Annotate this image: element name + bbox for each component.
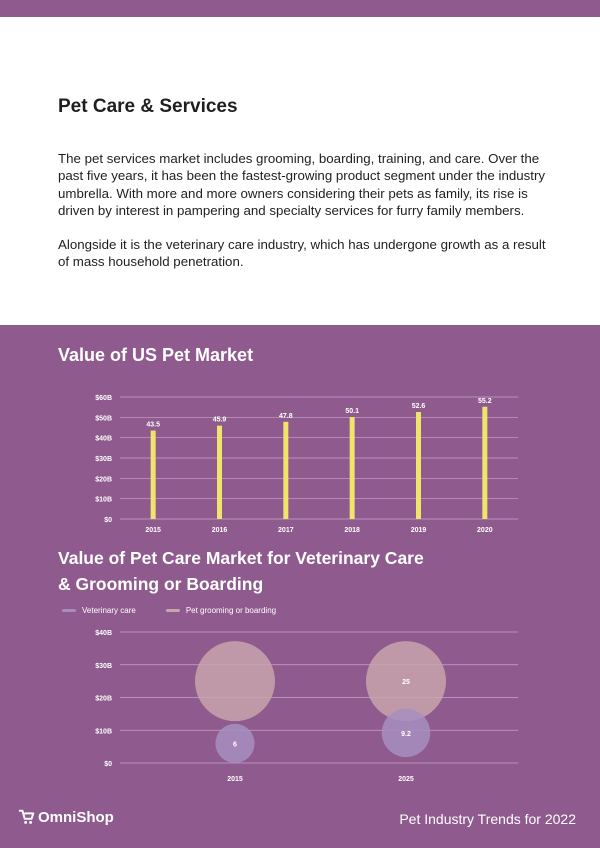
bar [217, 425, 222, 519]
x-tick-label: 2018 [344, 527, 360, 534]
chart-panel: Value of US Pet Market $0 $10B $20B $30B $40… [0, 325, 600, 848]
data-label: 52.6 [412, 403, 426, 410]
data-label: 55.2 [478, 398, 492, 405]
bubble-chart-pet-care-market: $0 $10B $20B $30B $40B 25 6 9.2 2015 2025 [95, 630, 518, 783]
y-tick-label: $60B [95, 395, 112, 402]
footer-title: Pet Industry Trends for 2022 [399, 811, 576, 827]
bubble-label: 9.2 [401, 731, 411, 738]
legend-swatch-grooming [165, 608, 180, 612]
paragraph-1: The pet services market includes groomin… [58, 151, 546, 218]
bar [416, 412, 421, 519]
bubble [195, 641, 275, 722]
shopping-cart-icon [18, 809, 35, 824]
bar [349, 417, 355, 519]
x-tick-label: 2019 [411, 527, 427, 534]
y-tick-label: $30B [95, 663, 112, 670]
bar [283, 421, 289, 519]
bubble [381, 708, 431, 758]
y-tick-label: $30B [95, 456, 112, 463]
bubble-label: 6 [233, 741, 237, 748]
y-tick-label: $10B [95, 497, 112, 504]
data-label: 47.8 [279, 413, 293, 420]
y-tick-label: $50B [95, 415, 112, 422]
y-tick-label: $20B [95, 476, 112, 483]
text-section [0, 17, 600, 325]
bubble [215, 723, 255, 763]
y-tick-label: $40B [95, 436, 112, 443]
section-title: Pet Care & Services [58, 96, 238, 117]
x-tick-label: 2016 [212, 527, 228, 534]
y-tick-label: $0 [104, 517, 112, 524]
chart-title-pet-care-market: Value of Pet Care Market for Veterinary … [58, 548, 424, 594]
y-tick-label: $40B [95, 630, 112, 637]
x-tick-label: 2017 [278, 527, 294, 534]
data-label: 50.1 [345, 408, 359, 415]
paragraph-2: Alongside it is the veterinary care indu… [58, 237, 546, 270]
legend-swatch-veterinary [62, 608, 76, 612]
x-tick-label: 2015 [145, 527, 161, 534]
x-tick-label: 2020 [477, 527, 493, 534]
x-tick-label: 2015 [227, 776, 243, 783]
legend-item-veterinary: Veterinary care [62, 606, 136, 615]
bar [150, 430, 156, 519]
bubble [366, 641, 446, 722]
y-tick-label: $0 [104, 761, 112, 768]
legend-item-grooming: Pet grooming or boarding [165, 605, 277, 615]
data-label: 43.5 [146, 422, 160, 429]
chart-legend: Veterinary care Pet grooming or boarding [62, 603, 306, 617]
x-tick-label: 2025 [398, 776, 414, 783]
legend-label-grooming: Pet grooming or boarding [185, 605, 277, 615]
bar-chart-us-pet-market: $0 $10B $20B $30B $40B $50B $60B 43.5 2015 45.9 20… [95, 395, 518, 534]
data-label: 45.9 [213, 417, 227, 424]
y-tick-label: $20B [95, 696, 112, 703]
bubble-label: 25 [402, 679, 410, 686]
logo-text: OmniShop [38, 808, 114, 826]
legend-label-veterinary: Veterinary care [82, 605, 136, 615]
omnishop-logo: OmniShop [18, 808, 114, 826]
y-tick-label: $10B [95, 728, 112, 735]
chart-title-us-pet-market: Value of US Pet Market [58, 345, 254, 365]
bar [482, 406, 488, 519]
top-band [0, 0, 600, 17]
